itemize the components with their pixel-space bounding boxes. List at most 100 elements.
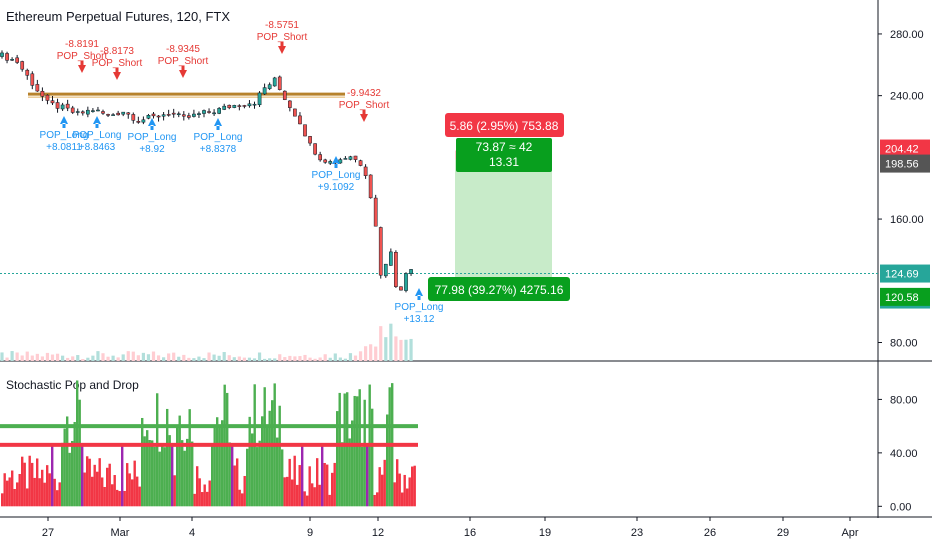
indicator-bar [311, 483, 314, 507]
center-label-line1: 73.87 ≈ 42 [476, 140, 533, 154]
long-signal-value: +13.12 [404, 314, 435, 325]
indicator-bar [121, 444, 124, 507]
indicator-bar [301, 444, 304, 507]
volume-bar [91, 355, 95, 361]
candle-body [308, 136, 312, 144]
candle-body [96, 109, 100, 112]
price-tick-label: 160.00 [890, 214, 924, 226]
indicator-bar [246, 448, 249, 507]
indicator-title: Stochastic Pop and Drop [6, 378, 139, 392]
volume-bar [308, 357, 312, 361]
indicator-bar [296, 484, 299, 507]
indicator-bar [216, 417, 219, 507]
indicator-bar [321, 444, 324, 507]
indicator-bar [158, 451, 161, 507]
volume-bar [323, 354, 327, 361]
up-arrow-icon [148, 118, 156, 130]
indicator-bar [363, 399, 366, 507]
volume-bar [207, 352, 211, 361]
candle-body [10, 59, 14, 61]
volume-bar [35, 353, 39, 361]
volume-bar [328, 357, 332, 361]
volume-bar [182, 354, 186, 361]
candle-body [40, 90, 45, 97]
candle-body [5, 53, 9, 61]
candle-body [262, 87, 267, 95]
indicator-bar [413, 465, 416, 507]
volume-bar [20, 355, 24, 361]
candle-body [242, 105, 247, 107]
time-axis[interactable]: 27 Mar 4 9 12 16 19 23 26 29 Apr [42, 517, 859, 539]
indicator-bar [258, 440, 261, 507]
candle-body [60, 104, 65, 110]
volume-bar [263, 358, 267, 361]
volume-bar [40, 356, 44, 361]
long-signal-value: +8.0811 [46, 142, 82, 153]
candle-body [106, 114, 110, 116]
short-signal-label: POP_Short [339, 100, 390, 111]
volume-bar [288, 355, 292, 361]
indicator-histogram [0, 380, 418, 507]
indicator-bar [128, 473, 131, 507]
candle-body [192, 113, 196, 117]
time-tick-label: 12 [372, 527, 384, 539]
short-signal-value: -8.8191 [65, 39, 99, 50]
candle-body [86, 109, 90, 115]
candle-body [35, 84, 40, 92]
indicator-bar [343, 393, 346, 507]
candle-body [353, 155, 358, 160]
price-axis[interactable]: 280.00 240.00 160.00 80.00 204.42 198.56 124.6… [878, 29, 930, 513]
volume-bar [101, 353, 105, 361]
candle-body [80, 111, 85, 114]
indicator-bar [3, 473, 6, 507]
indicator-bar [228, 442, 231, 507]
volume-bar [111, 355, 115, 361]
candle-body [293, 108, 297, 117]
indicator-bar [326, 464, 329, 507]
candle-body [328, 161, 333, 164]
indicator-bar [356, 396, 359, 507]
volume-bar [15, 352, 19, 361]
indicator-bar [126, 463, 129, 507]
indicator-bar [203, 484, 206, 507]
ind-tick-label: 40.00 [890, 448, 918, 460]
volume-bar [343, 358, 347, 361]
candle-body [282, 90, 287, 100]
candle-body [151, 113, 156, 117]
indicator-bar [406, 488, 409, 507]
price-tick-label: 240.00 [890, 91, 924, 103]
indicator-bar [261, 416, 264, 507]
indicator-bar [288, 458, 291, 507]
up-arrow-icon [415, 288, 423, 300]
indicator-bar [186, 438, 189, 507]
indicator-bar [208, 480, 211, 507]
indicator-bar [116, 489, 119, 507]
indicator-bar [66, 416, 69, 507]
indicator-bar [188, 409, 191, 507]
volume-bar [389, 323, 393, 361]
ind-tick-label: 80.00 [890, 394, 918, 406]
candles[interactable] [0, 50, 413, 293]
time-tick-label: 26 [704, 527, 716, 539]
candle-body [0, 52, 4, 57]
time-tick-label: Apr [841, 527, 858, 539]
volume-bar [212, 354, 216, 361]
indicator-bar [233, 465, 236, 507]
volume-bar [76, 355, 80, 361]
indicator-bar [408, 477, 411, 507]
candle-body [323, 159, 328, 163]
stop-label-box [445, 113, 564, 137]
volume-bar [404, 339, 408, 361]
volume-bar [313, 358, 317, 361]
volume-bar [151, 351, 156, 361]
indicator-bar [91, 476, 94, 507]
indicator-bar [141, 417, 144, 507]
target-label-text: 77.98 (39.27%) 4275.16 [435, 283, 564, 297]
indicator-bar [308, 466, 311, 507]
volume-bar [232, 357, 236, 361]
up-arrow-icon [60, 116, 68, 128]
indicator-bar [293, 455, 296, 507]
volume-bar [86, 357, 90, 361]
